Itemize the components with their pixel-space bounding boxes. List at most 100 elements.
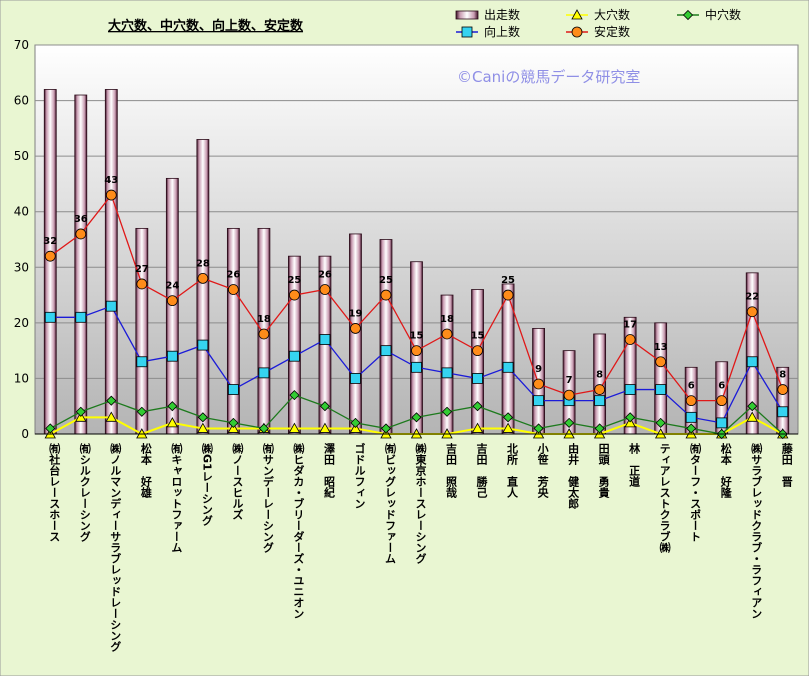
marker-向上数: [166, 350, 178, 362]
data-label: 25: [379, 275, 393, 286]
marker-向上数: [227, 384, 239, 395]
marker-安定数: [563, 389, 575, 401]
marker-向上数: [75, 311, 87, 323]
marker-向上数: [105, 300, 117, 312]
marker-中穴数: [136, 406, 147, 417]
marker-中穴数: [747, 401, 758, 412]
x-tick-label: 藤田 晋: [780, 442, 793, 488]
marker-中穴数: [625, 412, 636, 423]
marker-中穴数: [502, 412, 514, 423]
data-label: 26: [318, 270, 332, 281]
marker-向上数: [441, 367, 453, 379]
marker-安定数: [44, 250, 56, 262]
marker-中穴数: [167, 401, 178, 412]
data-label: 15: [410, 331, 424, 342]
marker-中穴数: [411, 412, 422, 423]
x-tick-label: 松本 好隆: [719, 442, 733, 499]
data-label: 24: [165, 281, 179, 292]
bar-出走数: [74, 94, 88, 435]
data-label: 22: [745, 292, 759, 303]
marker-中穴数: [75, 406, 86, 417]
marker-大穴数: [288, 422, 301, 433]
watermark-text: ©Caniの競馬データ研究室: [457, 68, 640, 86]
x-tick-label: 田頭 勇貴: [597, 443, 610, 499]
marker-中穴数: [197, 412, 208, 423]
x-tick-label: ㈲キャロットファーム: [170, 442, 183, 553]
marker-中穴数: [289, 390, 300, 401]
marker-中穴数: [258, 423, 269, 434]
x-tick-label: ㈲ターフ・スポート: [689, 442, 702, 542]
y-tick-label: 50: [14, 149, 29, 163]
marker-安定数: [746, 306, 758, 318]
data-label: 28: [196, 258, 210, 269]
data-label: 6: [688, 381, 695, 392]
x-tick-label: 林 正道: [628, 442, 641, 488]
x-tick-label: 吉田 勝己: [475, 442, 488, 499]
marker-安定数: [258, 328, 270, 340]
x-tick-label: ㈲ビッグレッドファーム: [383, 442, 396, 564]
marker-向上数: [472, 373, 483, 384]
marker-中穴数: [564, 417, 575, 428]
marker-向上数: [197, 339, 209, 351]
marker-向上数: [716, 417, 728, 429]
y-tick-label: 20: [14, 316, 29, 330]
data-label: 26: [226, 270, 240, 281]
marker-中穴数: [380, 423, 392, 434]
marker-中穴数: [441, 406, 453, 417]
marker-安定数: [502, 289, 514, 301]
marker-安定数: [655, 356, 667, 368]
marker-向上数: [594, 395, 606, 407]
marker-安定数: [441, 328, 453, 340]
marker-向上数: [380, 345, 392, 357]
data-label: 8: [596, 370, 603, 381]
marker-向上数: [655, 384, 667, 395]
x-axis: ㈲社台レースホース ㈲シルクレーシング ㈱ノルマンディーサラブレッドレーシング 松本 …: [35, 433, 798, 652]
y-axis: 0 10 20 30 40 50 60 70: [14, 38, 29, 441]
marker-安定数: [319, 284, 331, 295]
marker-中穴数: [533, 423, 544, 434]
legend-marker: [682, 9, 694, 21]
bar-出走数: [135, 227, 149, 435]
data-label: 9: [535, 364, 542, 375]
marker-向上数: [258, 367, 270, 379]
x-tick-label: ㈱サラブレッドクラブ・ラフィアン: [750, 442, 763, 619]
marker-向上数: [289, 350, 300, 362]
marker-向上数: [685, 411, 697, 423]
x-tick-label: ㈱ノースヒルズ: [231, 442, 244, 520]
marker-中穴数: [350, 417, 361, 428]
marker-安定数: [624, 334, 636, 345]
marker-安定数: [472, 345, 483, 357]
data-label: 25: [501, 275, 515, 286]
data-label: 18: [440, 314, 454, 325]
x-tick-label: 松本 好雄: [139, 442, 153, 499]
data-label: 17: [623, 320, 637, 331]
data-label: 13: [654, 342, 668, 353]
chart-title: 大穴数、中穴数、向上数、安定数: [108, 18, 304, 34]
x-tick-label: ㈱ノルマンディーサラブレッドレーシング: [109, 442, 122, 652]
y-tick-label: 60: [14, 94, 29, 108]
marker-大穴数: [105, 411, 117, 422]
legend-marker: [571, 26, 583, 38]
data-label: 15: [471, 331, 485, 342]
data-label: 18: [257, 314, 271, 325]
marker-大穴数: [746, 411, 758, 422]
marker-向上数: [502, 361, 514, 373]
data-label: 8: [779, 370, 786, 381]
marker-安定数: [350, 323, 361, 334]
bar-出走数: [196, 139, 210, 435]
legend-label: 安定数: [594, 24, 630, 39]
marker-中穴数: [45, 423, 56, 434]
marker-安定数: [380, 289, 392, 301]
marker-安定数: [136, 278, 148, 290]
marker-安定数: [105, 189, 117, 201]
data-label: 27: [135, 264, 149, 275]
marker-向上数: [319, 334, 331, 345]
x-tick-label: ㈲シルクレーシング: [78, 442, 91, 542]
x-tick-label: ㈱G1レーシング: [200, 442, 213, 526]
data-label: 36: [74, 214, 88, 225]
y-tick-label: 10: [14, 371, 29, 385]
marker-向上数: [746, 356, 758, 368]
marker-向上数: [411, 361, 422, 373]
